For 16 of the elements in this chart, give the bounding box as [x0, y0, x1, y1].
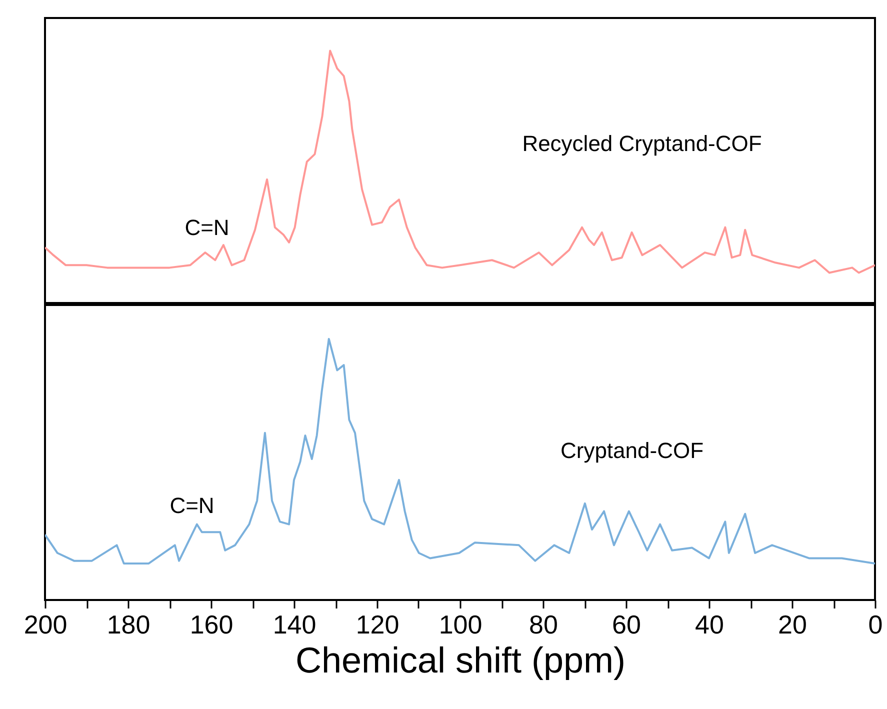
x-tick-label: 160 [190, 610, 234, 640]
x-tick-label: 0 [868, 610, 883, 640]
x-tick-label: 60 [612, 610, 641, 640]
x-tick-label: 100 [438, 610, 482, 640]
annotation: C=N [184, 215, 230, 240]
x-tick-label: 20 [778, 610, 807, 640]
x-tick-label: 180 [106, 610, 150, 640]
x-tick-label: 80 [529, 610, 558, 640]
x-tick-label: 200 [24, 610, 68, 640]
annotation: C=N [170, 493, 214, 518]
x-tick-label: 40 [695, 610, 724, 640]
text: Cryptand-COF [560, 438, 704, 463]
x-tick-label: 140 [272, 610, 316, 640]
x-axis-title: Chemical shift (ppm) [295, 640, 626, 680]
x-tick-label: 120 [356, 610, 400, 640]
text: Recycled Cryptand-COF [522, 131, 762, 156]
